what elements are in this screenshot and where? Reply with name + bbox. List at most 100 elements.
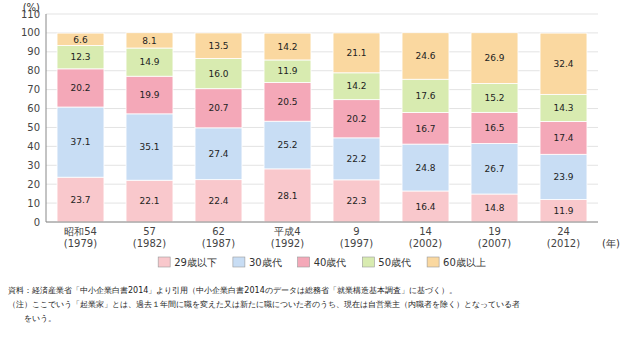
legend-label: 30歳代 <box>249 257 282 268</box>
data-label: 23.7 <box>70 195 90 205</box>
data-label: 17.4 <box>553 133 573 143</box>
data-label: 25.2 <box>277 140 297 150</box>
bar-segment <box>333 180 380 222</box>
x-tick-label-line: 62 <box>212 226 225 237</box>
y-axis-label: (%) <box>23 2 40 13</box>
data-label: 11.9 <box>277 66 297 76</box>
y-tick-label: 70 <box>27 84 40 95</box>
bar-segment <box>126 48 173 76</box>
data-label: 21.1 <box>346 48 366 58</box>
y-tick-label: 30 <box>27 160 40 171</box>
bar-segment <box>264 121 311 169</box>
bar-segment <box>57 107 104 177</box>
note: 資料：経済産業省「中小企業白書2014」より引用（中小企業白書2014のデータは… <box>8 286 457 295</box>
bar-segment <box>195 89 242 128</box>
x-axis-label: (年) <box>602 238 620 249</box>
bar-segment <box>402 191 449 222</box>
data-label: 6.6 <box>73 35 88 45</box>
x-tick-label-line: 57 <box>143 226 156 237</box>
bar-segment <box>57 69 104 107</box>
data-label: 16.5 <box>484 123 504 133</box>
x-tick-label-line: 14 <box>419 226 432 237</box>
bar-segment <box>333 73 380 100</box>
note: をいう。 <box>8 314 56 323</box>
x-tick-label-line: 19 <box>488 226 501 237</box>
y-axis-line <box>46 14 47 222</box>
x-ticks: 昭和54(1979)57(1982)62(1987)平成4(1992)9(199… <box>64 226 580 249</box>
data-label: 22.3 <box>346 196 366 206</box>
data-label: 23.9 <box>553 172 573 182</box>
data-label: 20.5 <box>277 97 297 107</box>
data-label: 14.2 <box>277 42 297 52</box>
x-tick-label-line: 9 <box>353 226 359 237</box>
bar-segment <box>333 33 380 73</box>
bar-segment <box>57 46 104 69</box>
y-ticks: 0102030405060708090100110 <box>21 9 40 228</box>
bars <box>57 33 587 222</box>
x-tick-label: 9(1997) <box>340 226 373 249</box>
bar-segment <box>540 33 587 94</box>
bar-segment <box>57 33 104 45</box>
data-label: 37.1 <box>70 137 90 147</box>
bar-segment <box>402 144 449 191</box>
data-label: 14.3 <box>553 103 573 113</box>
bar-segment <box>471 84 518 113</box>
y-tick-label: 80 <box>27 65 40 76</box>
legend-item: 40歳代 <box>298 257 347 268</box>
legend-swatch <box>158 257 170 267</box>
bar-segment <box>195 128 242 180</box>
data-label: 22.2 <box>346 154 366 164</box>
data-label: 32.4 <box>553 59 573 69</box>
legend-item: 50歳代 <box>362 257 411 268</box>
bar-segment <box>57 177 104 222</box>
data-label: 13.5 <box>208 41 228 51</box>
x-tick-label: 24(2012) <box>547 226 580 249</box>
data-label: 14.9 <box>139 57 159 67</box>
data-label: 20.2 <box>70 83 90 93</box>
legend-label: 60歳以上 <box>443 257 486 268</box>
y-tick-label: 50 <box>27 122 40 133</box>
legend-swatch <box>362 257 374 267</box>
x-tick-label-line: (2007) <box>478 238 511 249</box>
x-tick-label-line: (1979) <box>64 238 97 249</box>
bar-segment <box>540 94 587 121</box>
x-tick-label: 57(1982) <box>133 226 166 249</box>
bar-segment <box>126 114 173 180</box>
bar-segment <box>195 58 242 88</box>
bar-segment <box>471 194 518 222</box>
x-tick-label: 平成4(1992) <box>271 226 304 249</box>
x-tick-label-line: (1992) <box>271 238 304 249</box>
legend-label: 29歳以下 <box>174 257 217 268</box>
data-label: 15.2 <box>484 93 504 103</box>
data-label: 24.8 <box>415 163 435 173</box>
data-label: 24.6 <box>415 51 435 61</box>
bar-segment <box>126 33 173 48</box>
bar-segment <box>195 180 242 222</box>
x-tick-label-line: 昭和54 <box>64 226 97 237</box>
bar-segment <box>540 154 587 199</box>
data-label: 16.4 <box>415 202 435 212</box>
legend: 29歳以下 30歳代 40歳代 50歳代 60歳以上 <box>158 257 486 268</box>
grid <box>46 14 598 222</box>
legend-item: 60歳以上 <box>427 257 486 268</box>
bar-segment <box>264 33 311 60</box>
x-tick-label-line: 24 <box>557 226 570 237</box>
data-label: 19.9 <box>139 90 159 100</box>
bar-segment <box>540 121 587 154</box>
data-label: 8.1 <box>142 36 156 46</box>
bar-segment <box>126 76 173 114</box>
x-tick-label: 14(2002) <box>409 226 442 249</box>
x-tick-label: 62(1987) <box>202 226 235 249</box>
y-tick-label: 0 <box>34 217 40 228</box>
legend-swatch <box>427 257 439 267</box>
data-label: 26.7 <box>484 164 504 174</box>
y-tick-label: 10 <box>27 198 40 209</box>
bar-segment <box>126 180 173 222</box>
data-label: 14.8 <box>484 203 504 213</box>
x-tick-label: 昭和54(1979) <box>64 226 97 249</box>
data-label: 26.9 <box>484 53 504 63</box>
data-label: 27.4 <box>208 149 228 159</box>
x-tick-label-line: (2002) <box>409 238 442 249</box>
data-label: 17.6 <box>415 91 435 101</box>
x-tick-label-line: (1997) <box>340 238 373 249</box>
